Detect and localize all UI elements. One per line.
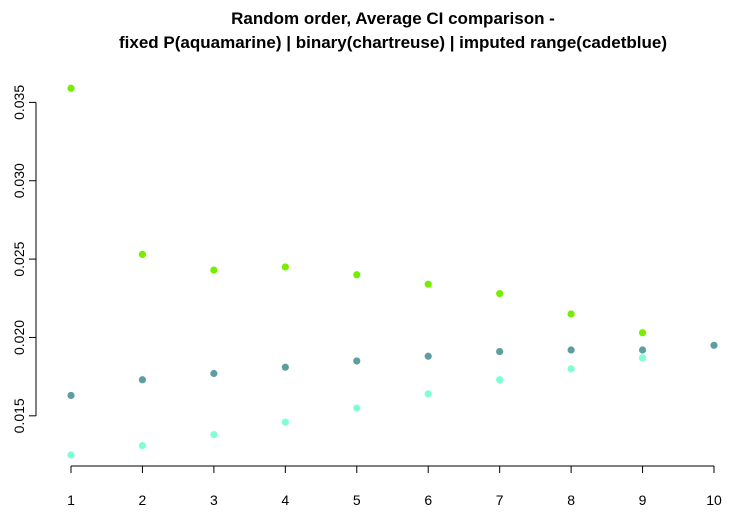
data-point-series-2 [496,347,504,356]
data-point-series-1 [67,84,75,92]
data-point-series-3 [424,390,432,398]
chart-title-line-2: fixed P(aquamarine) | binary(chartreuse)… [119,33,667,52]
x-axis: 1 2 3 4 5 6 7 8 9 10 [67,465,722,508]
data-point-series-2 [210,369,218,378]
x-tick-label: 5 [353,492,361,508]
x-tick-label: 1 [67,492,75,508]
y-tick-label: 0.025 [11,241,27,276]
data-point-series-3 [67,451,75,459]
x-tick-label: 8 [567,492,575,508]
y-tick-label: 0.020 [11,320,27,355]
x-tick-label: 7 [496,492,504,508]
y-axis: 0.015 0.020 0.025 0.030 0.035 [11,85,37,433]
x-tick-label: 10 [706,492,722,508]
data-point-series-1 [496,289,504,298]
data-point-series-2 [710,341,718,349]
x-tick-label: 4 [281,492,289,508]
data-point-series-1 [138,250,147,258]
x-tick-label: 3 [210,492,218,508]
chart-title-line-1: Random order, Average CI comparison - [231,9,555,28]
data-point-series-3 [210,431,218,439]
data-point-series-1 [638,329,647,337]
data-point-series-2 [281,363,289,371]
data-point-series-3 [353,404,361,412]
data-point-series-1 [281,263,289,271]
data-point-series-3 [496,376,504,384]
data-point-series-3 [138,441,147,450]
data-point-series-2 [638,346,647,354]
data-point-series-1 [210,266,218,274]
data-point-series-1 [353,271,361,279]
y-tick-label: 0.030 [11,163,27,198]
data-point-series-1 [567,310,575,318]
y-tick-label: 0.015 [11,398,27,433]
x-tick-label: 6 [424,492,432,508]
y-tick-label: 0.035 [11,85,27,120]
data-point-series-2 [567,346,575,354]
x-tick-label: 9 [639,492,647,508]
data-point-series-3 [638,354,647,362]
data-point-series-3 [567,365,575,373]
data-point-series-2 [67,391,75,400]
data-points [67,84,718,459]
data-point-series-3 [281,418,289,426]
data-point-series-1 [424,280,432,288]
data-point-series-2 [424,352,432,360]
x-tick-label: 2 [139,492,147,508]
data-point-series-2 [138,376,147,384]
data-point-series-2 [353,357,361,365]
